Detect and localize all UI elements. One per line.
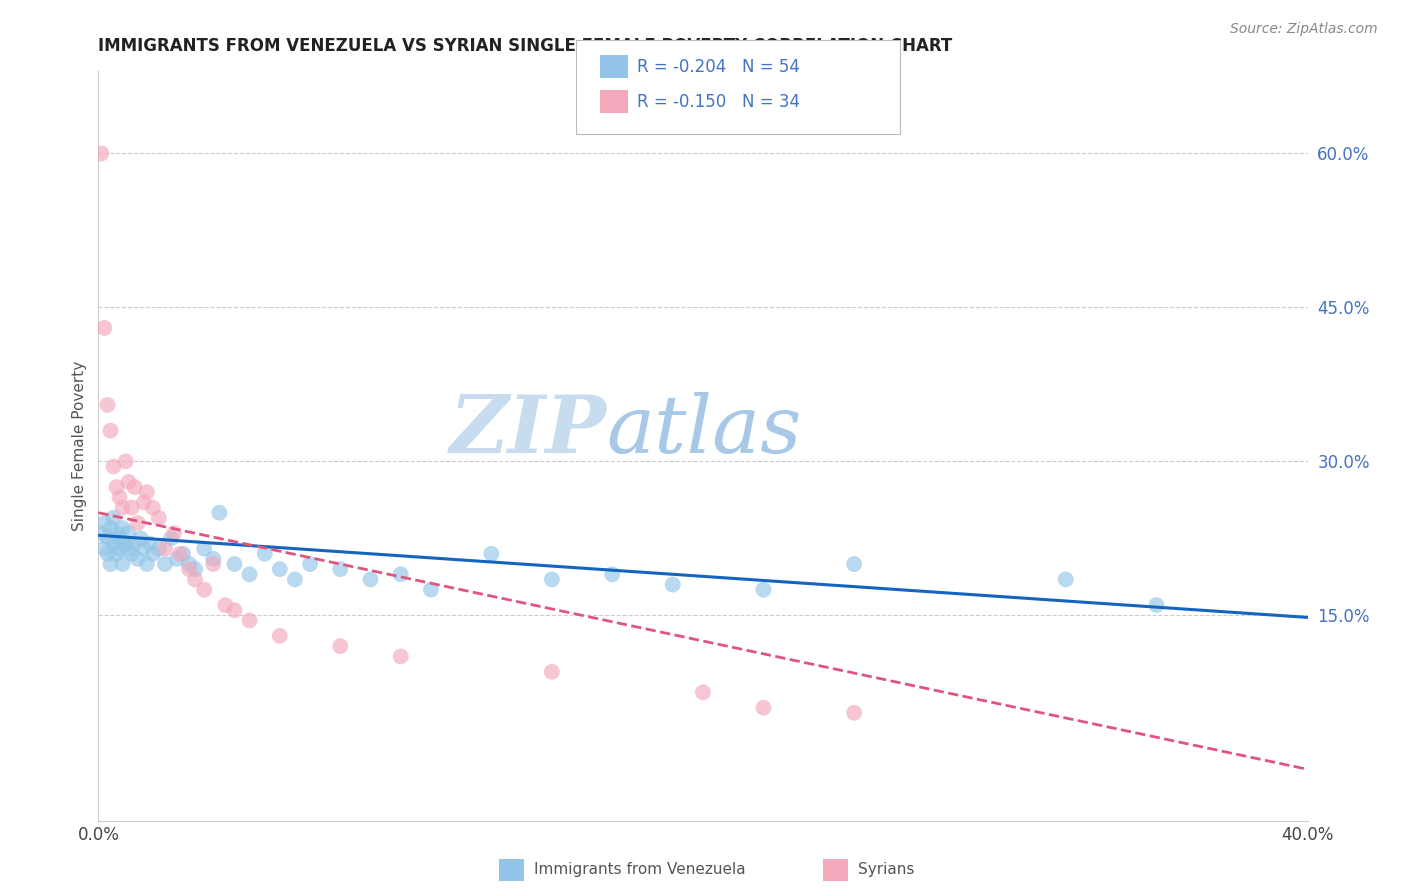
Point	[108, 491, 131, 505]
Point	[602, 567, 624, 582]
Text: Immigrants from Venezuela: Immigrants from Venezuela	[534, 863, 747, 877]
Point	[239, 614, 262, 628]
Point	[135, 485, 157, 500]
Point	[148, 541, 170, 556]
Point	[202, 557, 225, 571]
Point	[193, 541, 215, 556]
Point	[121, 500, 143, 515]
Point	[118, 526, 141, 541]
Point	[114, 454, 136, 468]
Point	[193, 582, 215, 597]
Point	[752, 700, 775, 714]
Point	[127, 552, 149, 566]
Point	[100, 557, 122, 571]
Point	[111, 557, 134, 571]
Point	[132, 541, 155, 556]
Point	[208, 506, 231, 520]
Point	[93, 516, 115, 530]
Text: R = -0.150   N = 34: R = -0.150 N = 34	[637, 93, 800, 111]
Point	[105, 480, 128, 494]
Point	[100, 521, 122, 535]
Point	[96, 398, 118, 412]
Point	[90, 526, 112, 541]
Point	[269, 562, 291, 576]
Point	[100, 424, 122, 438]
Text: R = -0.204   N = 54: R = -0.204 N = 54	[637, 58, 800, 76]
Point	[111, 521, 134, 535]
Point	[90, 146, 112, 161]
Text: ZIP: ZIP	[450, 392, 606, 470]
Point	[105, 547, 128, 561]
Point	[142, 500, 165, 515]
Point	[214, 598, 236, 612]
Point	[179, 557, 201, 571]
Y-axis label: Single Female Poverty: Single Female Poverty	[72, 361, 87, 531]
Point	[166, 552, 188, 566]
Point	[142, 547, 165, 561]
Point	[169, 547, 191, 561]
Point	[135, 557, 157, 571]
Point	[420, 582, 443, 597]
Point	[108, 541, 131, 556]
Point	[108, 532, 131, 546]
Point	[202, 552, 225, 566]
Point	[752, 582, 775, 597]
Point	[1144, 598, 1167, 612]
Point	[253, 547, 276, 561]
Point	[692, 685, 714, 699]
Point	[299, 557, 322, 571]
Point	[105, 526, 128, 541]
Text: atlas: atlas	[606, 392, 801, 470]
Point	[360, 573, 382, 587]
Point	[284, 573, 307, 587]
Point	[224, 603, 246, 617]
Point	[184, 573, 207, 587]
Point	[148, 511, 170, 525]
Point	[184, 562, 207, 576]
Text: IMMIGRANTS FROM VENEZUELA VS SYRIAN SINGLE FEMALE POVERTY CORRELATION CHART: IMMIGRANTS FROM VENEZUELA VS SYRIAN SING…	[98, 37, 953, 54]
Point	[114, 536, 136, 550]
Point	[118, 475, 141, 489]
Point	[127, 516, 149, 530]
Point	[844, 557, 866, 571]
Point	[329, 562, 352, 576]
Point	[103, 459, 125, 474]
Point	[172, 547, 194, 561]
Point	[389, 567, 412, 582]
Point	[153, 557, 176, 571]
Point	[121, 547, 143, 561]
Point	[239, 567, 262, 582]
Point	[132, 495, 155, 509]
Point	[118, 541, 141, 556]
Point	[540, 665, 562, 679]
Point	[540, 573, 562, 587]
Point	[139, 536, 162, 550]
Point	[163, 526, 186, 541]
Point	[160, 532, 183, 546]
Point	[153, 541, 176, 556]
Point	[103, 536, 125, 550]
Point	[661, 577, 683, 591]
Point	[269, 629, 291, 643]
Point	[124, 480, 146, 494]
Point	[179, 562, 201, 576]
Point	[329, 639, 352, 653]
Point	[481, 547, 503, 561]
Point	[129, 532, 152, 546]
Point	[844, 706, 866, 720]
Point	[389, 649, 412, 664]
Point	[111, 500, 134, 515]
Text: Syrians: Syrians	[858, 863, 914, 877]
Point	[1054, 573, 1077, 587]
Point	[96, 547, 118, 561]
Point	[96, 532, 118, 546]
Text: Source: ZipAtlas.com: Source: ZipAtlas.com	[1230, 22, 1378, 37]
Point	[124, 536, 146, 550]
Point	[93, 321, 115, 335]
Point	[224, 557, 246, 571]
Point	[103, 511, 125, 525]
Point	[93, 541, 115, 556]
